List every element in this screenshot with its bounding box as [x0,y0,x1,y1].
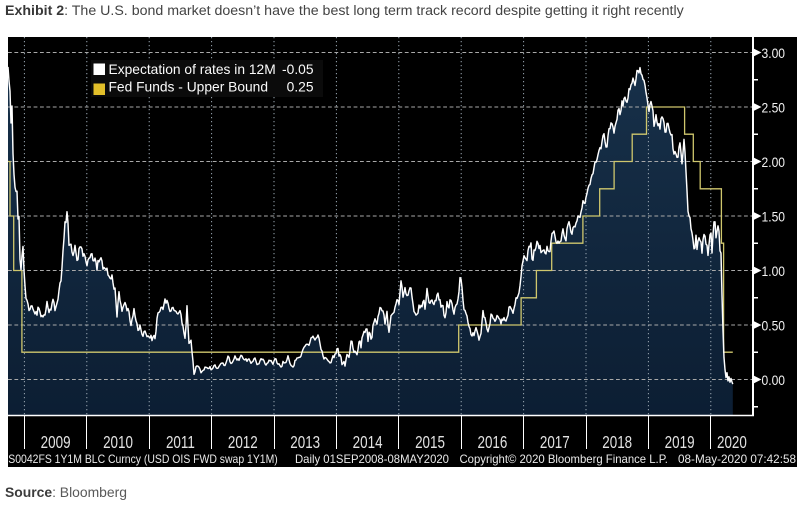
svg-text:0.50: 0.50 [762,318,786,334]
svg-text:2016: 2016 [477,434,507,453]
svg-text:2.50: 2.50 [762,100,786,116]
svg-text:2012: 2012 [228,434,258,453]
svg-text:2.00: 2.00 [762,154,786,170]
svg-text:2014: 2014 [353,434,383,453]
svg-text:08-May-2020 07:42:58: 08-May-2020 07:42:58 [678,453,796,466]
svg-text:2018: 2018 [602,434,632,453]
svg-text:2010: 2010 [103,434,133,453]
svg-text:2015: 2015 [415,434,445,453]
svg-text:0.00: 0.00 [762,372,786,388]
svg-text:2013: 2013 [290,434,320,453]
svg-text:1.50: 1.50 [762,209,786,225]
svg-text:Expectation of rates in 12M: Expectation of rates in 12M [109,62,276,77]
svg-text:0.25: 0.25 [287,80,314,95]
svg-text:2017: 2017 [540,434,570,453]
svg-text:S0042FS 1Y1M BLC Curncy (USD O: S0042FS 1Y1M BLC Curncy (USD OIS FWD swa… [8,453,277,466]
svg-text:-0.05: -0.05 [282,62,314,77]
svg-text:Daily 01SEP2008-08MAY2020: Daily 01SEP2008-08MAY2020 [295,454,449,466]
svg-text:2020: 2020 [717,434,747,453]
svg-text:3.00: 3.00 [762,45,786,61]
svg-text:Fed Funds - Upper Bound: Fed Funds - Upper Bound [109,80,269,95]
svg-text:1.00: 1.00 [762,263,786,279]
svg-text:2011: 2011 [166,434,195,453]
svg-text:Copyright© 2020 Bloomberg Fina: Copyright© 2020 Bloomberg Finance L.P. [460,454,668,466]
svg-text:2009: 2009 [41,434,71,453]
svg-text:2019: 2019 [665,434,695,453]
